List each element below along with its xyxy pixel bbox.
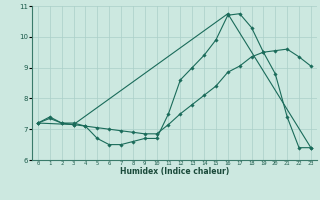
X-axis label: Humidex (Indice chaleur): Humidex (Indice chaleur) <box>120 167 229 176</box>
